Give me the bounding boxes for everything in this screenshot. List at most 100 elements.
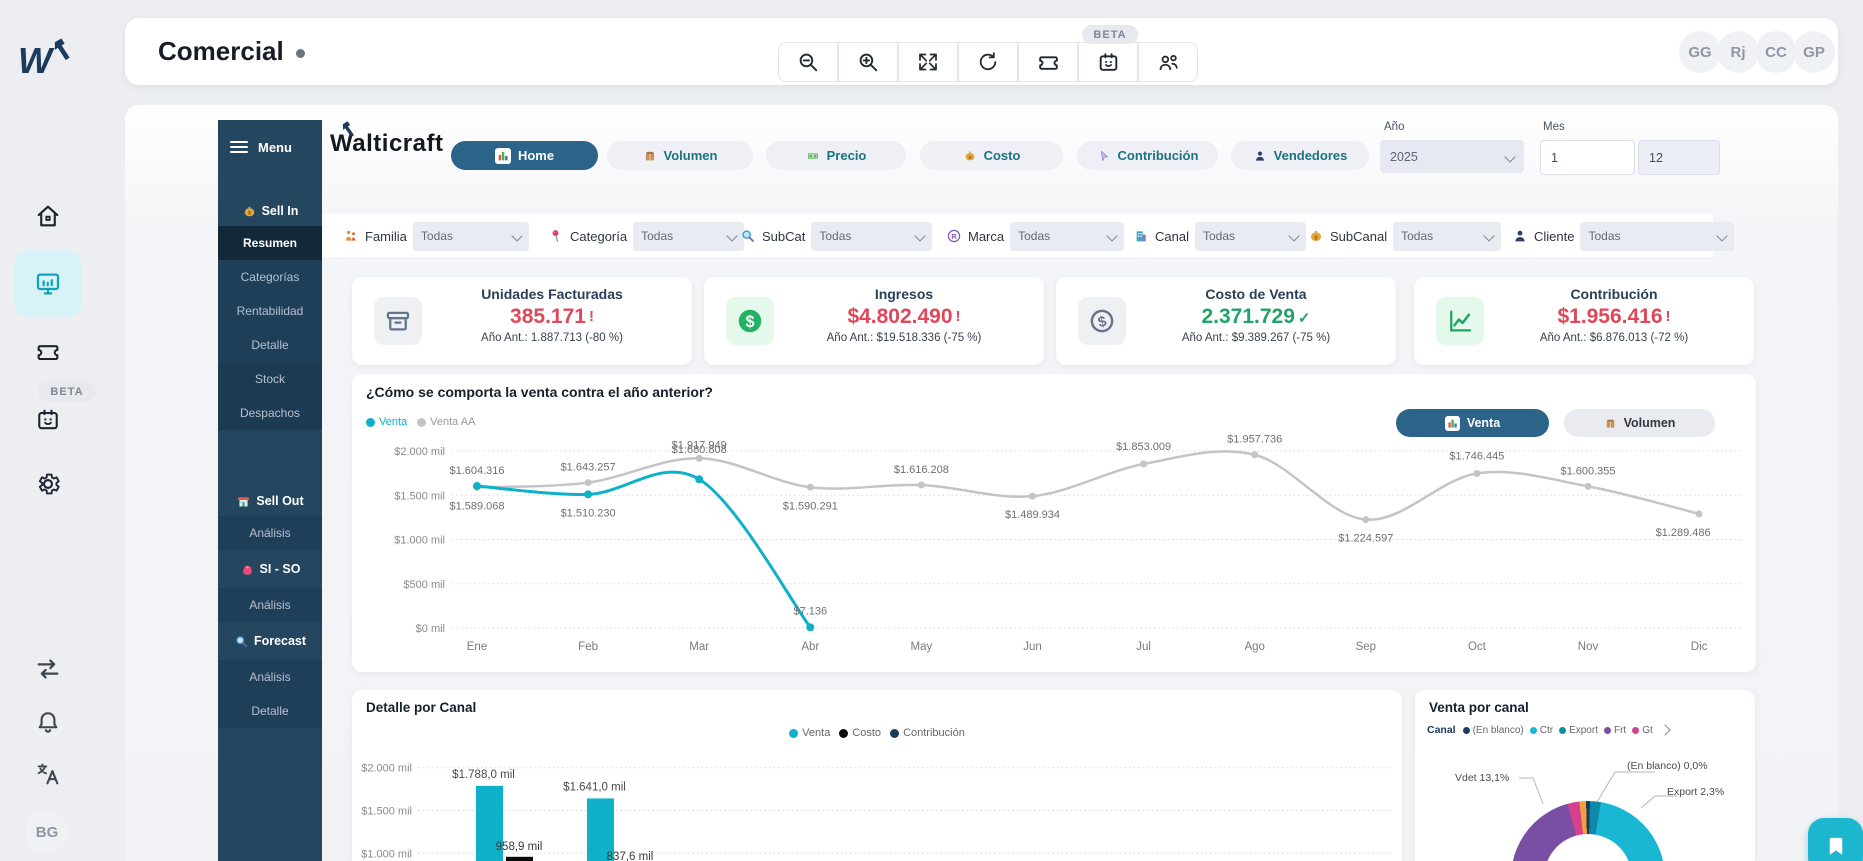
- calendar-beta-button[interactable]: [1078, 42, 1138, 82]
- fullscreen-button[interactable]: [898, 42, 958, 82]
- ticket-button[interactable]: [1018, 42, 1078, 82]
- svg-text:958,9 mil: 958,9 mil: [496, 841, 543, 853]
- filter-categoria-select[interactable]: Todas: [633, 221, 745, 251]
- ticket-icon[interactable]: [34, 338, 62, 366]
- kpi-subtitle: Año Ant.: 1.887.713 (-80 %): [481, 332, 623, 344]
- page-title: Comercial: [158, 36, 305, 67]
- legend-label-costo: Costo: [852, 727, 882, 739]
- callout-en-blanco: (En blanco) 0,0%: [1627, 760, 1708, 772]
- zoom-out-button[interactable]: [778, 42, 838, 82]
- month-to-input[interactable]: 12: [1638, 140, 1720, 175]
- zoom-in-button[interactable]: [838, 42, 898, 82]
- legend-dot-contribucion: [890, 728, 900, 738]
- chevron-down-icon: [1716, 230, 1729, 242]
- filter-marca-select[interactable]: Todas: [1010, 221, 1125, 251]
- avatar-gp[interactable]: GP: [1793, 31, 1835, 73]
- svg-text:$1.500 mil: $1.500 mil: [361, 806, 412, 818]
- toggle-venta[interactable]: Venta: [1396, 409, 1549, 437]
- menu-header[interactable]: Menu: [218, 120, 322, 166]
- filter-subcat-select[interactable]: Todas: [811, 221, 933, 251]
- menu-item-rentabilidad[interactable]: Rentabilidad: [218, 294, 322, 328]
- menu-section-forecast[interactable]: Forecast: [218, 622, 322, 660]
- menu-item-despachos[interactable]: Despachos: [218, 396, 322, 430]
- menu-item-detalle[interactable]: Detalle: [218, 328, 322, 362]
- svg-text:$1.289.486: $1.289.486: [1656, 527, 1711, 539]
- kpi-value: $4.802.490!: [847, 305, 961, 328]
- menu-section-sell-in[interactable]: Sell In: [218, 196, 322, 226]
- legend-dot-venta: [366, 417, 375, 427]
- tab-vendedores[interactable]: Vendedores: [1231, 141, 1369, 170]
- svg-text:$1.788,0 mil: $1.788,0 mil: [452, 769, 515, 781]
- kpi-subtitle: Año Ant.: $9.389.267 (-75 %): [1181, 332, 1331, 344]
- filter-subcanal-select[interactable]: Todas: [1393, 221, 1502, 251]
- hammer-icon: [336, 116, 361, 141]
- gear-icon[interactable]: [34, 470, 62, 498]
- title-dot: [295, 48, 305, 58]
- menu-item-resumen[interactable]: Resumen: [218, 226, 322, 260]
- menu-item-siso-analisis[interactable]: Análisis: [218, 588, 322, 622]
- filter-canal-select[interactable]: Todas: [1194, 221, 1306, 251]
- bell-icon[interactable]: [34, 708, 62, 736]
- app-logo[interactable]: W: [18, 40, 88, 96]
- legend-label-export: Export: [1569, 724, 1598, 736]
- magnifier-icon: [234, 634, 249, 649]
- magnifier-icon: [740, 228, 756, 244]
- menu-section-sell-out[interactable]: Sell Out: [218, 486, 322, 516]
- legend-title: Canal: [1427, 724, 1456, 736]
- translate-icon[interactable]: [34, 760, 62, 788]
- swap-arrows-icon[interactable]: [34, 655, 62, 683]
- bar-chart-icon: [494, 147, 511, 164]
- donut-legend: Canal (En blanco) Ctr Export Frt Gt: [1427, 724, 1671, 736]
- svg-text:Mar: Mar: [689, 641, 709, 653]
- kpi-contribucion[interactable]: Contribución $1.956.416! Año Ant.: $6.87…: [1414, 277, 1754, 365]
- tab-costo[interactable]: Costo: [920, 141, 1063, 170]
- bar-chart[interactable]: $2.000 mil $1.500 mil $1.000 mil $1.788,0 m…: [352, 690, 1402, 861]
- chevron-down-icon: [1106, 230, 1118, 242]
- tab-volumen[interactable]: Volumen: [607, 141, 753, 170]
- person-icon: [1512, 228, 1528, 244]
- home-icon[interactable]: [34, 202, 62, 230]
- kpi-ingresos[interactable]: Ingresos $4.802.490! Año Ant.: $19.518.3…: [704, 277, 1044, 365]
- menu-item-sellout-analisis[interactable]: Análisis: [218, 516, 322, 550]
- bar-chart-icon: [1444, 415, 1460, 431]
- tab-contribucion[interactable]: Contribución: [1077, 141, 1218, 170]
- users-button[interactable]: [1138, 42, 1198, 82]
- menu-item-stock[interactable]: Stock: [218, 362, 322, 396]
- svg-text:Sep: Sep: [1356, 641, 1376, 653]
- refresh-button[interactable]: [958, 42, 1018, 82]
- donut-panel: Venta por canal Canal (En blanco) Ctr Ex…: [1415, 690, 1755, 861]
- menu-section-si-so[interactable]: SI - SO: [218, 550, 322, 588]
- legend-dot-export: [1559, 726, 1567, 734]
- svg-text:Jul: Jul: [1136, 641, 1151, 653]
- users-icon: [1156, 50, 1181, 75]
- person-icon: [1253, 149, 1267, 163]
- avatar-group: GG Rj CC GP: [1679, 31, 1835, 73]
- menu-item-forecast-detalle[interactable]: Detalle: [218, 694, 322, 728]
- avatar-gg[interactable]: GG: [1679, 31, 1721, 73]
- kpi-unidades-facturadas[interactable]: Unidades Facturadas 385.171! Año Ant.: 1…: [352, 277, 692, 365]
- donut-title: Venta por canal: [1429, 700, 1529, 715]
- filter-familia-select[interactable]: Todas: [412, 221, 529, 251]
- menu-item-categorias[interactable]: Categorías: [218, 260, 322, 294]
- user-avatar[interactable]: BG: [25, 810, 69, 854]
- filter-cliente-select[interactable]: Todas: [1580, 221, 1735, 251]
- dashboards-active-tile[interactable]: [14, 250, 82, 318]
- coin-icon: [1078, 297, 1126, 345]
- toggle-volumen[interactable]: Volumen: [1564, 409, 1715, 437]
- zoom-in-icon: [856, 50, 881, 75]
- legend-dot-gt: [1632, 726, 1640, 734]
- line-chart[interactable]: $2.000 mil $1.500 mil $1.000 mil $500 mil $0…: [352, 374, 1756, 672]
- legend-dot-frt: [1603, 726, 1611, 734]
- legend-dot-ctr: [1529, 726, 1537, 734]
- calendar-smile-icon[interactable]: [34, 406, 62, 434]
- kpi-costo-de-venta[interactable]: Costo de Venta 2.371.729 ✓ Año Ant.: $9.3…: [1056, 277, 1396, 365]
- avatar-rj[interactable]: Rj: [1717, 31, 1759, 73]
- menu-item-forecast-analisis[interactable]: Análisis: [218, 660, 322, 694]
- svg-text:$1.000 mil: $1.000 mil: [394, 535, 445, 547]
- tab-precio[interactable]: Precio: [766, 141, 906, 170]
- bookmark-floating-button[interactable]: [1808, 818, 1863, 861]
- avatar-cc[interactable]: CC: [1755, 31, 1797, 73]
- tab-home[interactable]: Home: [451, 141, 598, 170]
- year-select[interactable]: 2025: [1380, 140, 1524, 173]
- month-from-input[interactable]: 1: [1540, 140, 1635, 175]
